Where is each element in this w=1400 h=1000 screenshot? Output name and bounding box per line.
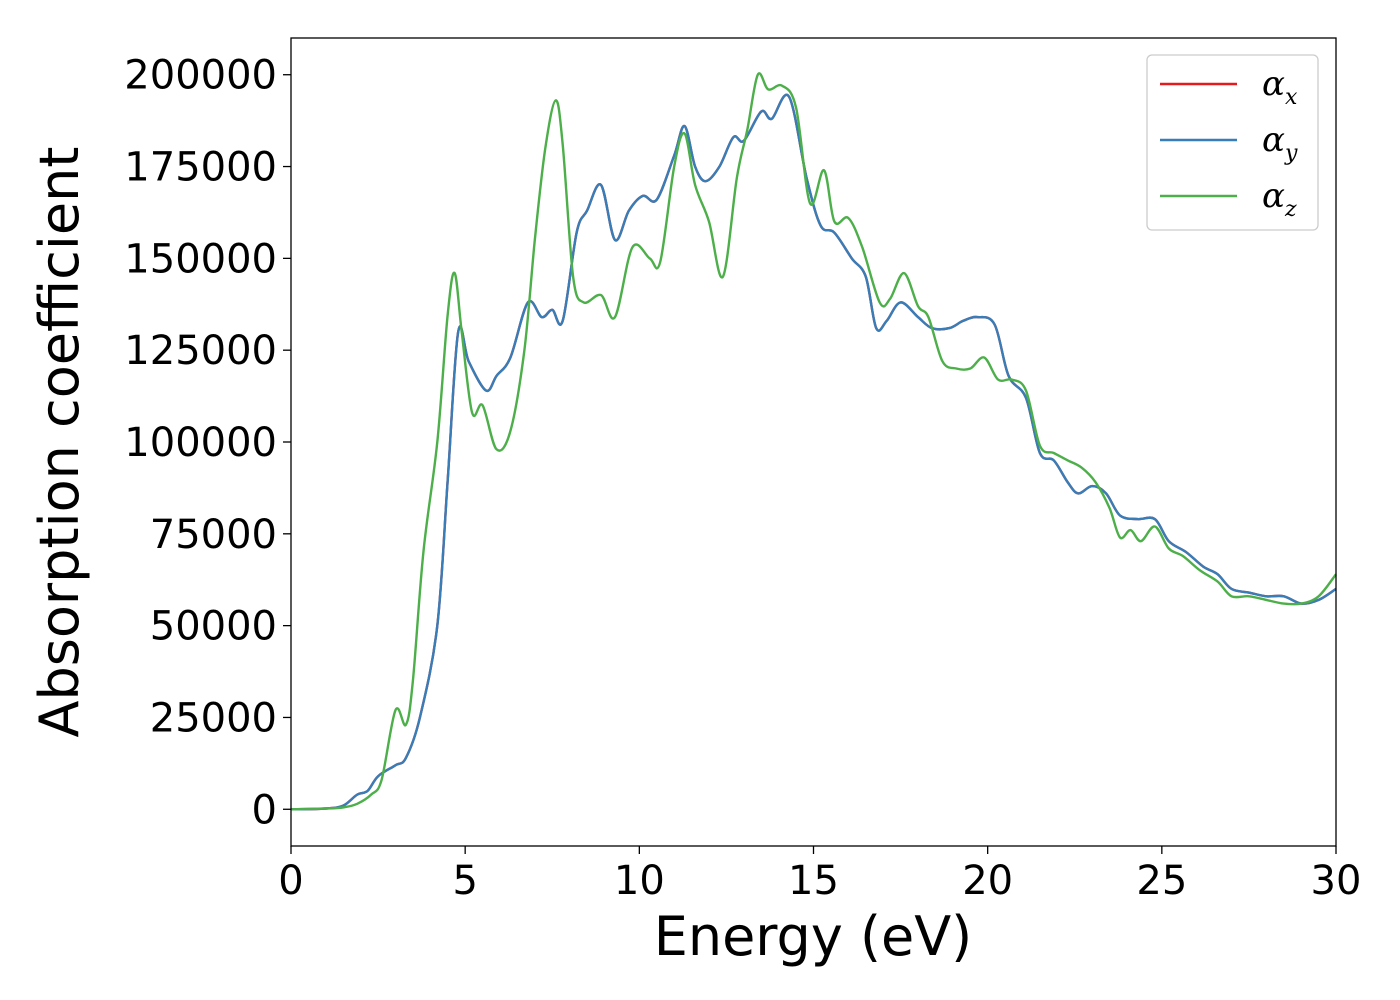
x-tick-label: 10 [614,858,665,904]
series-line-z [290,72,1337,811]
x-tick-label: 20 [962,858,1013,904]
legend-label-x: αx [1262,64,1298,110]
x-axis: 0 5 10 15 20 25 30 [278,846,1361,904]
y-tick-label: 150000 [124,236,277,282]
series-layer [290,72,1337,811]
legend-label-z: αz [1262,176,1297,222]
y-tick-label: 200000 [124,53,277,99]
series-line-y [290,93,1337,811]
legend-frame [1146,54,1319,231]
x-tick-label: 15 [788,858,839,904]
y-tick-label: 25000 [150,695,277,741]
y-tick-label: 50000 [150,604,277,650]
legend: αx αy αz [1146,54,1319,231]
y-tick-label: 100000 [124,420,277,466]
x-axis-title: Energy (eV) [654,905,973,968]
x-tick-label: 5 [452,858,477,904]
y-tick-label: 75000 [150,512,277,558]
y-tick-label: 0 [252,787,277,833]
y-axis: 0 25000 50000 75000 100000 125000 150000 175000… [124,53,291,833]
y-tick-label: 175000 [124,145,277,191]
x-tick-label: 25 [1136,858,1187,904]
legend-label-y: αy [1262,120,1298,166]
x-tick-label: 0 [278,858,303,904]
x-tick-label: 30 [1311,858,1362,904]
y-tick-label: 125000 [124,328,277,374]
y-axis-title: Absorption coefficient [28,147,91,738]
